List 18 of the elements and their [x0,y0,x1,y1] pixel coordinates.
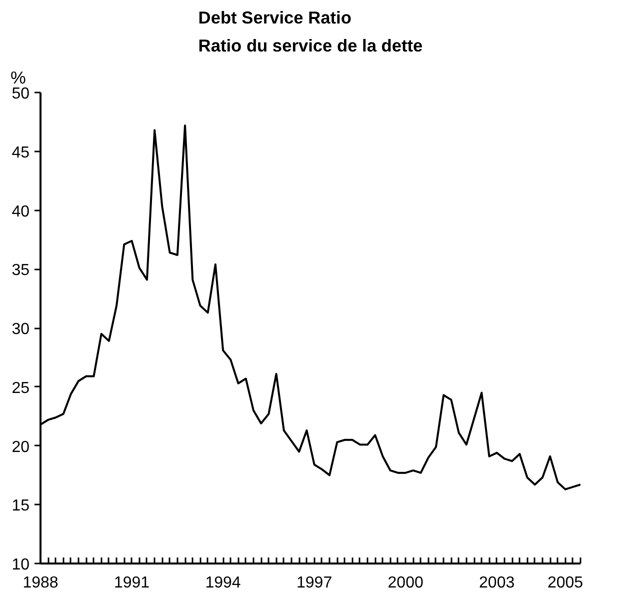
y-tick-label: 45 [12,144,30,162]
y-tick-label: 50 [12,86,30,102]
y-tick-label: 25 [12,380,30,397]
x-tick-label: 2005 [547,574,584,592]
y-tick-label: 30 [12,321,30,338]
y-tick-label: 10 [12,556,30,574]
x-tick-label: 1988 [22,574,58,592]
y-tick-label: 35 [12,262,30,280]
y-tick-label: 15 [12,498,30,515]
x-tick-label: 1991 [114,574,150,592]
y-axis-title: % [10,68,26,88]
x-tick-label: 2003 [479,574,515,592]
x-tick-label: 1997 [296,574,332,592]
y-tick-label: 20 [12,438,30,456]
y-tick-label: 40 [12,203,30,220]
x-tick-label: 1994 [205,574,241,592]
x-tick-label: 2000 [388,574,424,592]
chart-title: Debt Service Ratio Ratio du service de la dette [198,8,424,56]
